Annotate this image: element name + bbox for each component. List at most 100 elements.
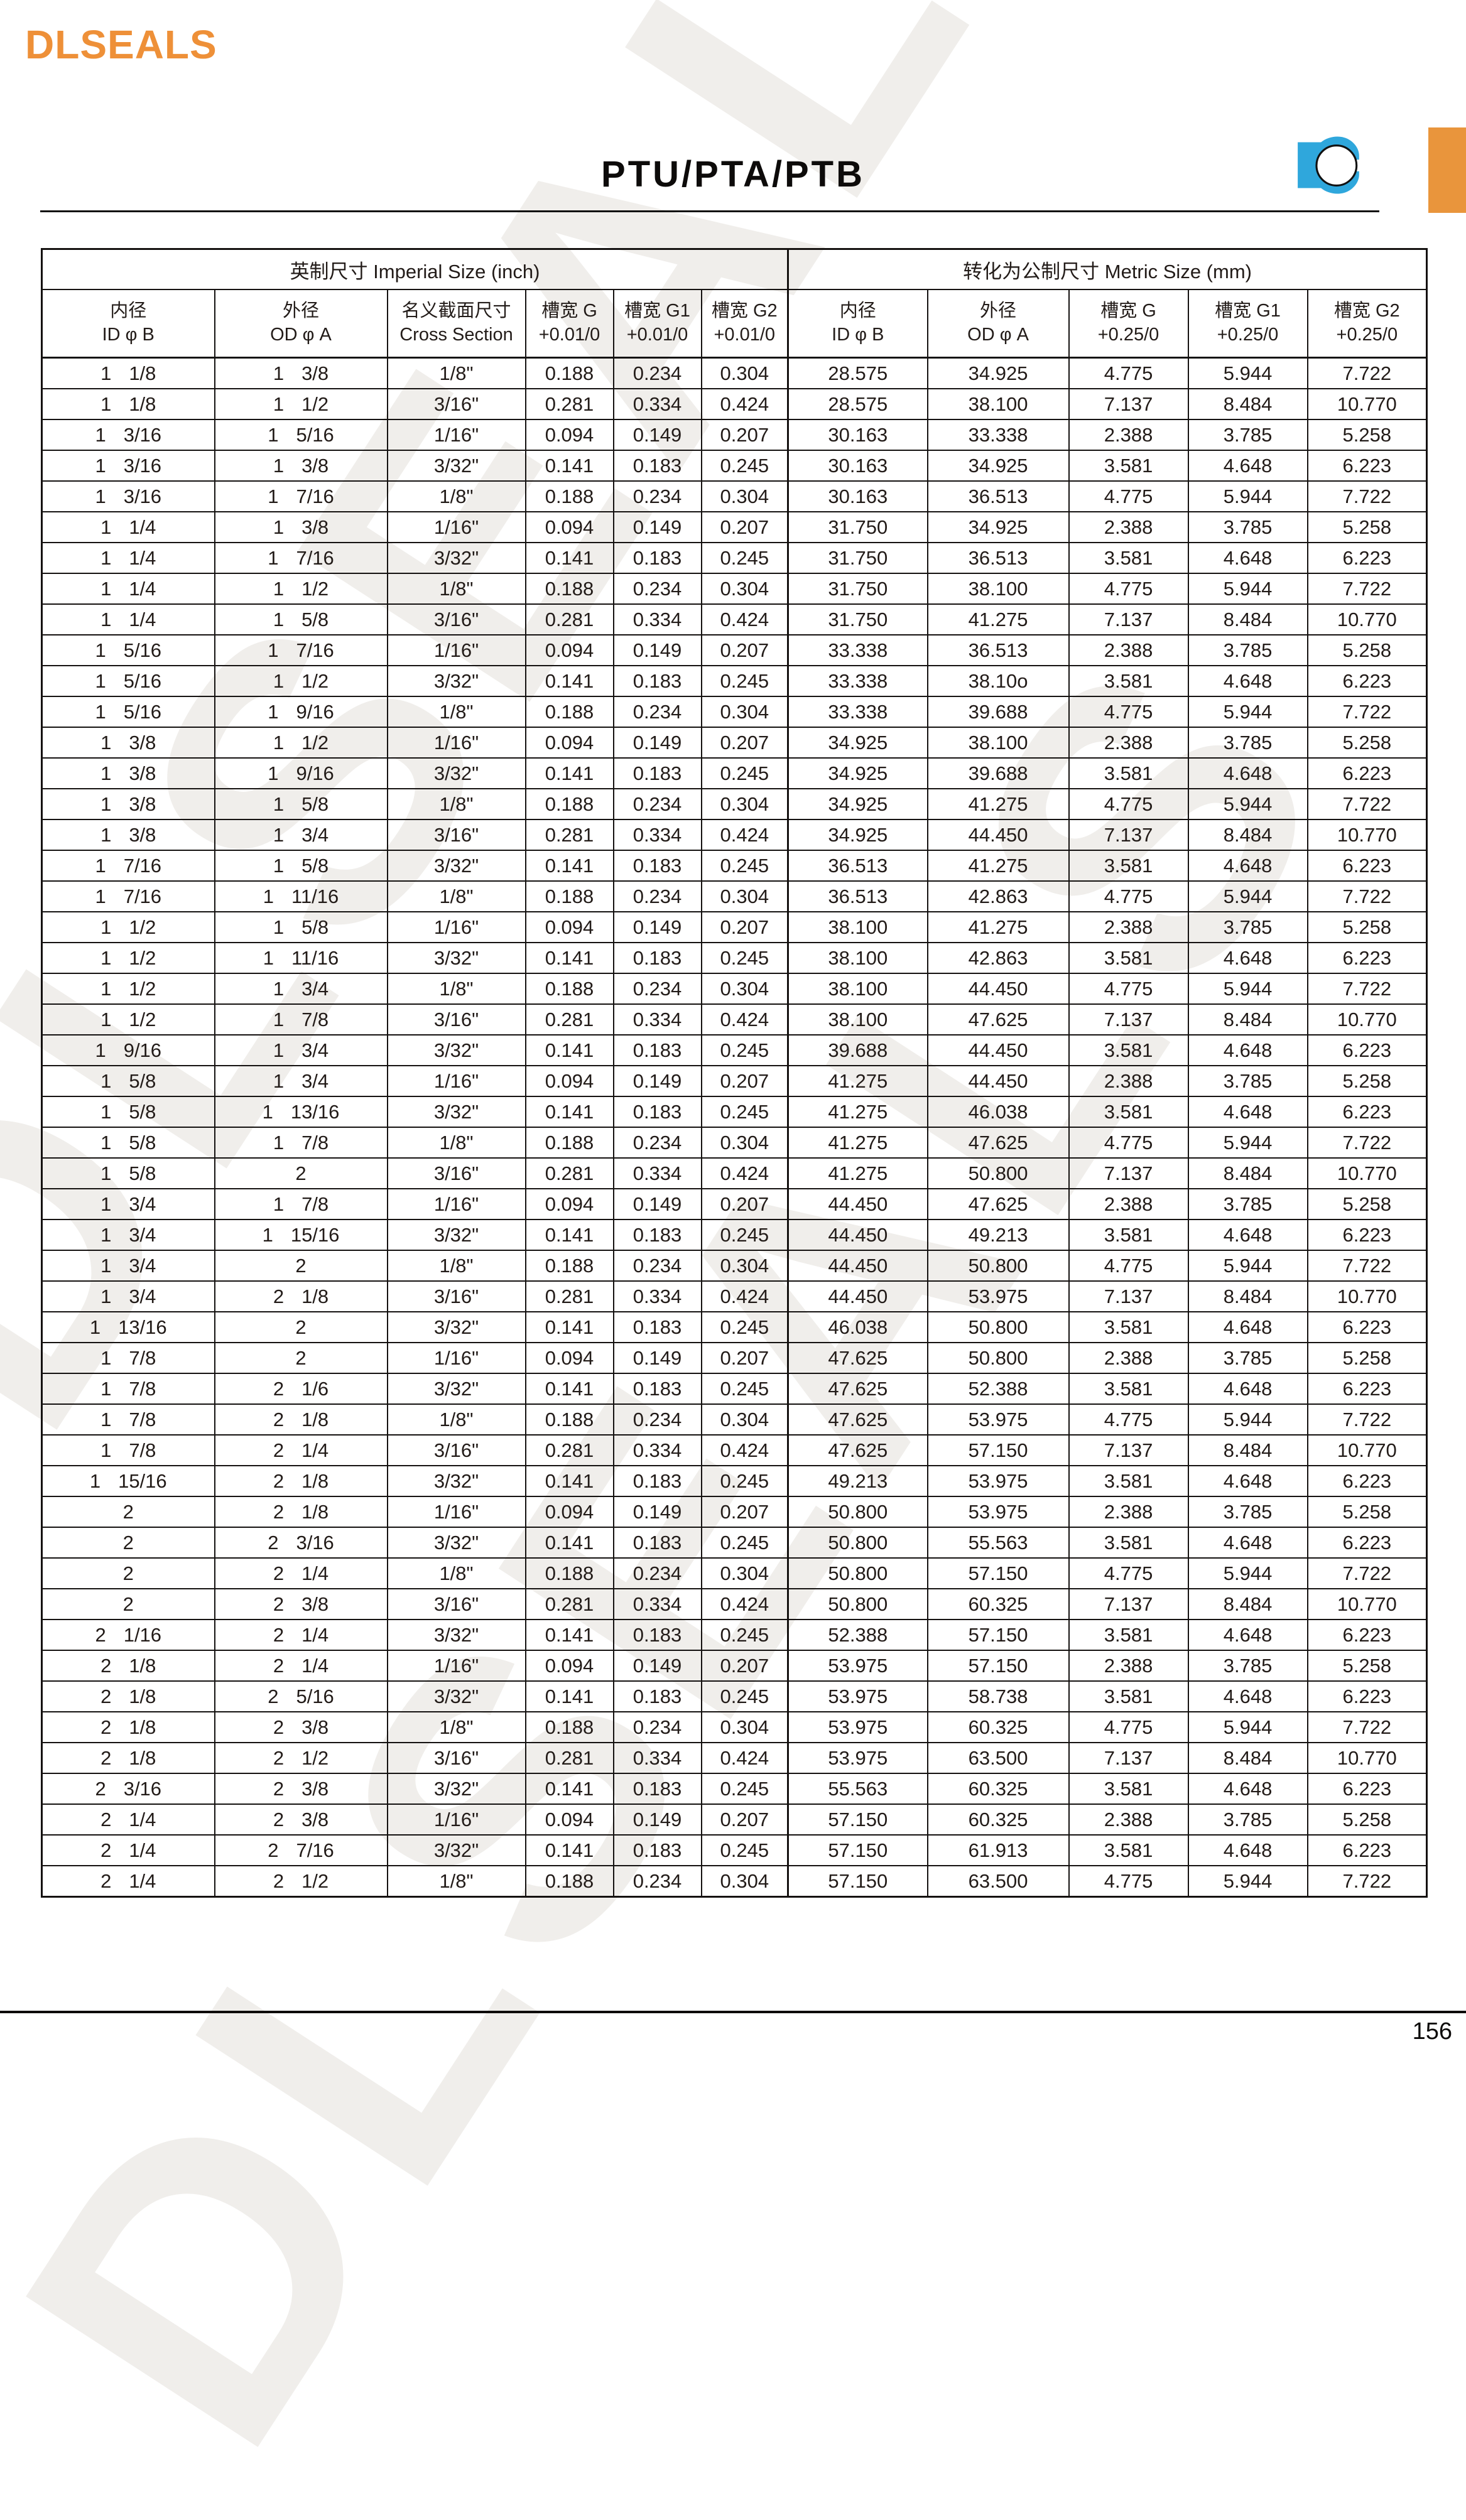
cell-g-inch: 0.141: [524, 942, 614, 974]
cell-g-mm: 2.388: [1068, 727, 1189, 759]
cell-g1-inch: 0.234: [612, 696, 702, 728]
cell-id-inch: 2 1/8: [41, 1680, 215, 1712]
cell-g1-mm: 5.944: [1187, 1127, 1308, 1159]
cell-g1-inch: 0.334: [612, 603, 702, 635]
cell-id-mm: 38.100: [787, 942, 928, 974]
cell-g2-inch: 0.207: [700, 1188, 789, 1220]
table-row: 1 1/2 1 7/8 3/16" 0.281 0.334 0.424 38.100 47.625…: [41, 1003, 1428, 1036]
cell-g1-inch: 0.149: [612, 634, 702, 666]
cell-g1-mm: 8.484: [1187, 1003, 1308, 1036]
cell-g-mm: 7.137: [1068, 388, 1189, 420]
page-title: PTU/PTA/PTB: [601, 154, 865, 195]
cell-cross-section: 3/16": [386, 1588, 526, 1620]
cell-od-mm: 55.563: [926, 1527, 1070, 1559]
cell-g-mm: 4.775: [1068, 573, 1189, 605]
cell-id-mm: 41.275: [787, 1065, 928, 1097]
cell-od-mm: 34.925: [926, 511, 1070, 543]
cell-id-inch: 1 1/8: [41, 388, 215, 420]
cell-g1-mm: 3.785: [1187, 911, 1308, 943]
cell-od-inch: 1 7/16: [214, 542, 388, 574]
cell-od-mm: 41.275: [926, 603, 1070, 635]
cell-id-inch: 2 1/16: [41, 1619, 215, 1651]
cell-g1-mm: 4.648: [1187, 1096, 1308, 1128]
table-row: 1 3/16 1 3/8 3/32" 0.141 0.183 0.245 30.163 34.92…: [41, 450, 1428, 482]
cell-g2-mm: 10.770: [1306, 819, 1428, 851]
cell-g1-inch: 0.334: [612, 1003, 702, 1036]
cell-g-mm: 4.775: [1068, 1865, 1189, 1898]
cell-g1-inch: 0.334: [612, 1157, 702, 1189]
cell-od-inch: 1 13/16: [214, 1096, 388, 1128]
cell-g1-mm: 3.785: [1187, 634, 1308, 666]
cell-id-mm: 28.575: [787, 357, 928, 389]
cell-g2-inch: 0.245: [700, 1527, 789, 1559]
cell-id-mm: 57.150: [787, 1803, 928, 1836]
cell-id-inch: 2 1/8: [41, 1711, 215, 1743]
cell-od-inch: 1 3/8: [214, 450, 388, 482]
cell-g-inch: 0.281: [524, 1003, 614, 1036]
cell-id-inch: 1 1/4: [41, 573, 215, 605]
cell-g2-mm: 10.770: [1306, 1434, 1428, 1466]
cell-od-inch: 2 1/4: [214, 1619, 388, 1651]
cell-g-mm: 4.775: [1068, 480, 1189, 512]
cell-od-inch: 1 5/16: [214, 419, 388, 451]
cell-cross-section: 3/32": [386, 1034, 526, 1066]
cell-g1-mm: 3.785: [1187, 1496, 1308, 1528]
cell-od-inch: 1 3/4: [214, 1065, 388, 1097]
cell-id-inch: 1 5/16: [41, 665, 215, 697]
cell-g2-inch: 0.304: [700, 480, 789, 512]
cell-id-inch: 2 1/4: [41, 1865, 215, 1898]
cell-id-inch: 1 5/8: [41, 1096, 215, 1128]
cell-g-inch: 0.094: [524, 1650, 614, 1682]
cell-g2-inch: 0.245: [700, 1619, 789, 1651]
cell-g1-mm: 4.648: [1187, 1527, 1308, 1559]
cell-od-mm: 41.275: [926, 911, 1070, 943]
cell-g2-mm: 7.722: [1306, 788, 1428, 820]
cell-g2-inch: 0.245: [700, 542, 789, 574]
cell-g2-mm: 6.223: [1306, 1096, 1428, 1128]
cell-id-mm: 38.100: [787, 973, 928, 1005]
cell-g2-inch: 0.245: [700, 1680, 789, 1712]
cell-g1-inch: 0.149: [612, 727, 702, 759]
cell-g-inch: 0.188: [524, 696, 614, 728]
cell-g-inch: 0.141: [524, 665, 614, 697]
table-row: 1 5/8 1 13/16 3/32" 0.141 0.183 0.245 41.275 46.0…: [41, 1096, 1428, 1128]
cell-g2-mm: 6.223: [1306, 542, 1428, 574]
cell-id-inch: 1 5/8: [41, 1127, 215, 1159]
title-underline: [40, 210, 1379, 212]
cell-g2-inch: 0.424: [700, 1434, 789, 1466]
cell-od-inch: 2: [214, 1311, 388, 1343]
cell-id-inch: 1 5/8: [41, 1065, 215, 1097]
cell-g1-inch: 0.183: [612, 1680, 702, 1712]
cell-od-inch: 1 7/16: [214, 634, 388, 666]
cell-od-inch: 2 5/16: [214, 1680, 388, 1712]
cell-g-inch: 0.188: [524, 1403, 614, 1436]
cell-g2-mm: 5.258: [1306, 1650, 1428, 1682]
cell-od-inch: 1 11/16: [214, 880, 388, 912]
cell-g2-mm: 6.223: [1306, 942, 1428, 974]
cell-id-inch: 1 5/8: [41, 1157, 215, 1189]
cell-g1-mm: 3.785: [1187, 1188, 1308, 1220]
cell-g1-mm: 8.484: [1187, 819, 1308, 851]
cell-g1-mm: 5.944: [1187, 1557, 1308, 1589]
cell-g-mm: 3.581: [1068, 1773, 1189, 1805]
cell-cross-section: 1/16": [386, 1803, 526, 1836]
cell-g1-mm: 3.785: [1187, 727, 1308, 759]
column-header-g-inch: 槽宽 G +0.01/0: [524, 289, 614, 359]
cell-g1-mm: 5.944: [1187, 357, 1308, 389]
cell-g2-mm: 7.722: [1306, 880, 1428, 912]
cell-g1-inch: 0.234: [612, 480, 702, 512]
cell-cross-section: 3/32": [386, 1834, 526, 1866]
cell-g1-mm: 4.648: [1187, 542, 1308, 574]
cell-id-mm: 33.338: [787, 665, 928, 697]
cell-g1-inch: 0.183: [612, 850, 702, 882]
cell-g2-inch: 0.245: [700, 1034, 789, 1066]
cell-g-mm: 3.581: [1068, 942, 1189, 974]
cell-g1-inch: 0.149: [612, 419, 702, 451]
cell-g1-inch: 0.234: [612, 1403, 702, 1436]
cell-g1-mm: 4.648: [1187, 1834, 1308, 1866]
cell-g1-inch: 0.234: [612, 573, 702, 605]
cell-g2-mm: 6.223: [1306, 1773, 1428, 1805]
cell-od-inch: 2 1/4: [214, 1434, 388, 1466]
cell-g1-mm: 8.484: [1187, 603, 1308, 635]
cell-id-mm: 47.625: [787, 1403, 928, 1436]
